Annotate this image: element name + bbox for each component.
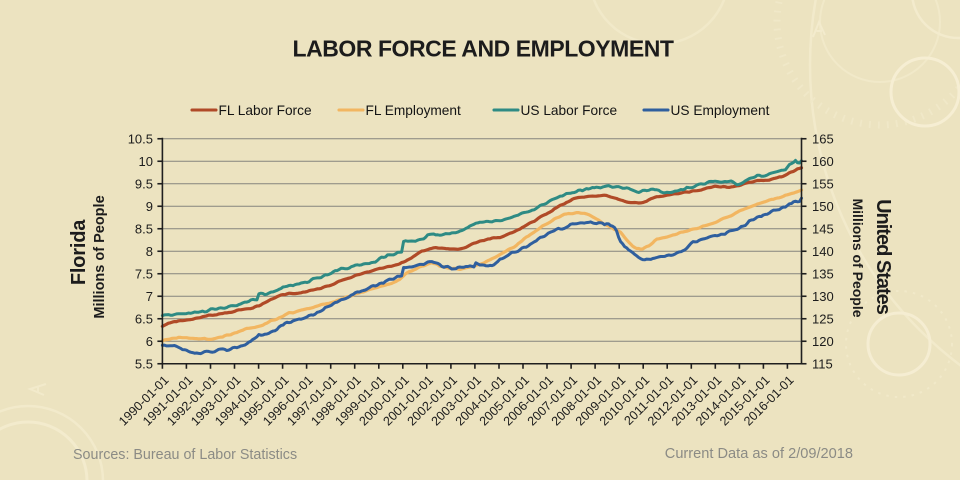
svg-text:FL Labor Force: FL Labor Force [219,103,312,118]
svg-text:Current Data as of 2/09/2018: Current Data as of 2/09/2018 [665,446,853,462]
svg-text:Millions of People: Millions of People [850,198,866,317]
svg-text:Millions of People: Millions of People [92,195,108,318]
svg-text:145: 145 [812,221,834,236]
svg-text:5.5: 5.5 [135,356,153,371]
svg-text:Florida: Florida [68,219,90,285]
svg-text:165: 165 [812,131,834,146]
svg-text:120: 120 [812,334,834,349]
svg-text:115: 115 [812,356,833,371]
svg-text:160: 160 [812,154,834,169]
svg-text:130: 130 [812,289,834,304]
svg-text:7: 7 [146,289,153,304]
svg-text:125: 125 [812,311,834,326]
svg-text:LABOR FORCE AND EMPLOYMENT: LABOR FORCE AND EMPLOYMENT [293,36,674,62]
svg-text:7.5: 7.5 [135,266,153,281]
svg-text:Sources: Bureau of Labor Stati: Sources: Bureau of Labor Statistics [73,447,297,463]
svg-text:135: 135 [812,266,834,281]
svg-text:8: 8 [146,244,153,259]
svg-text:8.5: 8.5 [135,221,153,236]
svg-text:9.5: 9.5 [135,176,153,191]
svg-text:6: 6 [146,334,153,349]
svg-text:155: 155 [812,176,834,191]
svg-text:150: 150 [812,199,834,214]
svg-text:9: 9 [146,199,153,214]
svg-text:10.5: 10.5 [128,131,153,146]
svg-text:140: 140 [812,244,834,259]
svg-text:6.5: 6.5 [135,311,153,326]
svg-text:10: 10 [139,154,153,169]
svg-text:United States: United States [872,199,894,315]
svg-text:US Labor Force: US Labor Force [521,103,618,118]
svg-text:US Employment: US Employment [671,103,770,118]
svg-text:FL Employment: FL Employment [366,103,462,118]
